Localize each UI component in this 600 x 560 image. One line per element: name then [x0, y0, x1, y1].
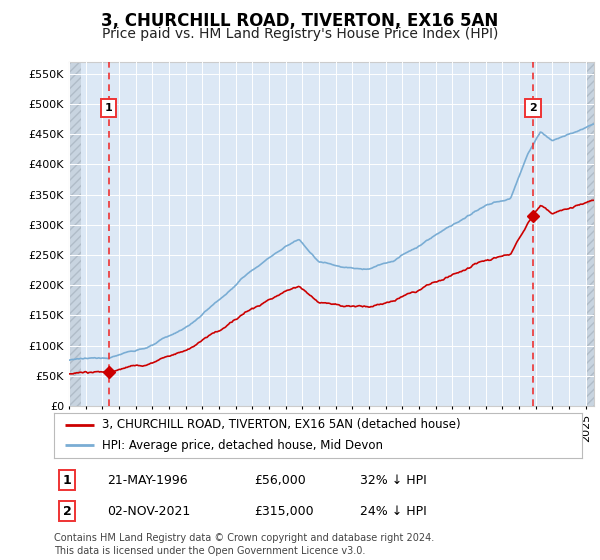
Text: 1: 1 — [105, 103, 113, 113]
Bar — [69, 62, 80, 406]
Text: 32% ↓ HPI: 32% ↓ HPI — [360, 474, 427, 487]
Text: 3, CHURCHILL ROAD, TIVERTON, EX16 5AN (detached house): 3, CHURCHILL ROAD, TIVERTON, EX16 5AN (d… — [101, 418, 460, 431]
Bar — [586, 62, 594, 406]
Text: £315,000: £315,000 — [254, 505, 314, 517]
Text: Contains HM Land Registry data © Crown copyright and database right 2024.
This d: Contains HM Land Registry data © Crown c… — [54, 533, 434, 556]
Text: 1: 1 — [63, 474, 71, 487]
Text: HPI: Average price, detached house, Mid Devon: HPI: Average price, detached house, Mid … — [101, 439, 383, 452]
Text: Price paid vs. HM Land Registry's House Price Index (HPI): Price paid vs. HM Land Registry's House … — [102, 27, 498, 41]
Text: £56,000: £56,000 — [254, 474, 307, 487]
Text: 2: 2 — [529, 103, 537, 113]
Text: 02-NOV-2021: 02-NOV-2021 — [107, 505, 190, 517]
Text: 24% ↓ HPI: 24% ↓ HPI — [360, 505, 427, 517]
Text: 21-MAY-1996: 21-MAY-1996 — [107, 474, 187, 487]
Text: 3, CHURCHILL ROAD, TIVERTON, EX16 5AN: 3, CHURCHILL ROAD, TIVERTON, EX16 5AN — [101, 12, 499, 30]
Text: 2: 2 — [63, 505, 71, 517]
